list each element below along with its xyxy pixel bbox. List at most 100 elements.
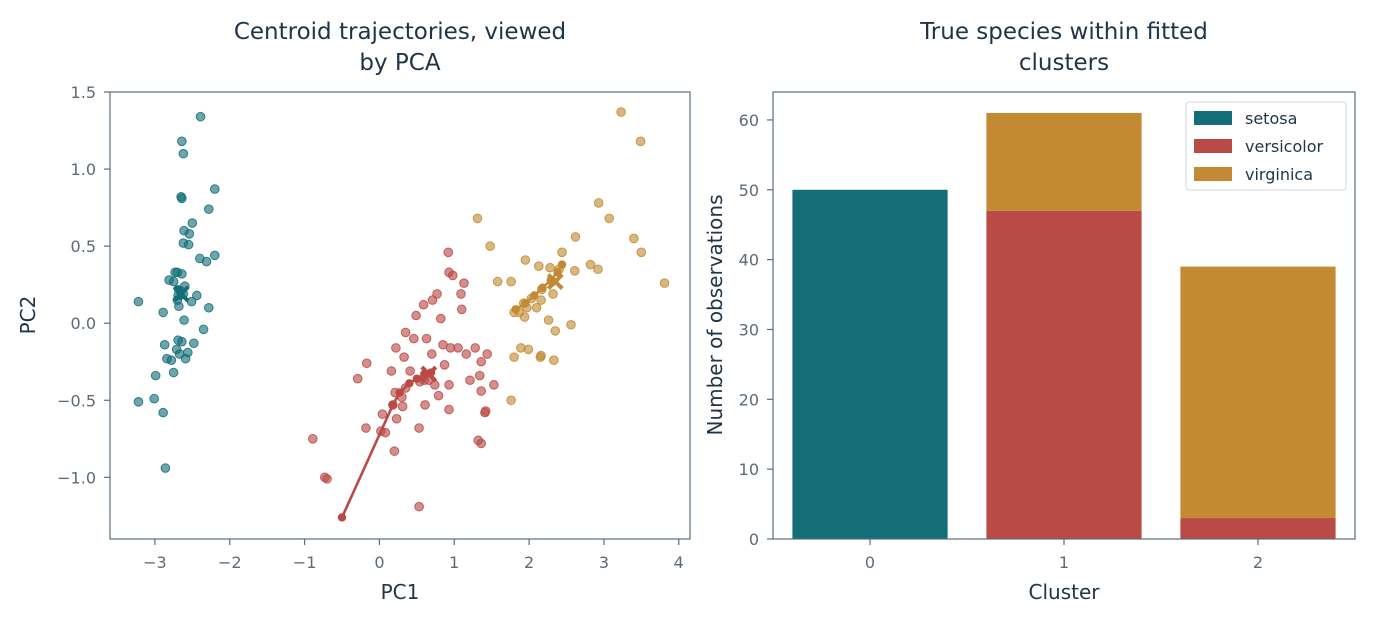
scatter-point <box>389 446 400 456</box>
scatter-point <box>470 343 481 353</box>
scatter-point <box>133 397 144 407</box>
scatter-points <box>133 107 670 512</box>
scatter-point <box>543 315 554 325</box>
scatter-y-tick-label: −1.0 <box>57 468 96 487</box>
bar-y-tick-label: 20 <box>739 390 759 409</box>
scatter-y-tick-label: −0.5 <box>57 391 96 410</box>
scatter-point <box>411 310 421 321</box>
scatter-point <box>178 148 189 159</box>
scatter-point <box>480 407 490 418</box>
scatter-y-tick-label: 0.5 <box>71 237 96 256</box>
scatter-point <box>418 299 429 310</box>
scatter-point <box>476 438 487 449</box>
scatter-point <box>391 413 402 424</box>
scatter-point <box>550 326 561 336</box>
bar-x-tick-label: 1 <box>1059 553 1069 572</box>
scatter-point <box>192 290 202 301</box>
bar-y-tick-label: 40 <box>739 251 759 270</box>
scatter-point <box>177 136 187 147</box>
scatter-point <box>535 352 546 362</box>
scatter-point <box>160 463 171 473</box>
scatter-point <box>177 193 187 204</box>
final-centroid-x-marker <box>546 273 564 291</box>
centroid-step-marker <box>511 305 520 314</box>
scatter-y-tick-label: 1.0 <box>71 160 96 179</box>
scatter-point <box>158 407 168 418</box>
legend-label-versicolor: versicolor <box>1245 137 1323 156</box>
scatter-point <box>195 111 206 122</box>
scatter-x-tick-label: −3 <box>143 553 167 572</box>
scatter-point <box>635 136 646 147</box>
scatter-point <box>198 324 209 335</box>
scatter-x-tick-label: 1 <box>449 553 459 572</box>
bar-y-ticks: 0 10 20 30 40 50 60 <box>739 111 773 549</box>
scatter-point <box>405 366 415 376</box>
scatter-point <box>209 250 220 261</box>
scatter-x-tick-label: 2 <box>524 553 534 572</box>
bar-segment-versicolor <box>1180 518 1336 539</box>
centroid-trajectories <box>172 260 567 522</box>
scatter-point <box>485 241 495 251</box>
bar-title-line-2: clusters <box>1019 50 1109 76</box>
scatter-point <box>569 266 580 276</box>
scatter-point <box>352 373 363 384</box>
scatter-point <box>557 247 567 258</box>
scatter-point <box>534 261 544 271</box>
scatter-point <box>461 349 472 359</box>
bar-x-tick-label: 0 <box>865 553 875 572</box>
scatter-point <box>177 336 187 347</box>
scatter-point <box>149 393 159 404</box>
bar-segment-virginica <box>1180 266 1336 519</box>
scatter-point <box>409 333 419 344</box>
scatter-x-tick-label: 0 <box>374 553 384 572</box>
legend-swatch-versicolor <box>1194 139 1232 153</box>
scatter-point <box>531 302 542 313</box>
scatter-point <box>482 349 492 359</box>
centroid-step-marker <box>405 379 414 388</box>
scatter-point <box>308 434 318 444</box>
scatter-point <box>168 367 179 378</box>
scatter-point <box>520 255 531 265</box>
scatter-x-tick-label: −2 <box>218 553 242 572</box>
scatter-x-tick-label: −1 <box>293 553 317 572</box>
legend-label-setosa: setosa <box>1245 109 1297 128</box>
legend-swatch-setosa <box>1194 111 1232 125</box>
scatter-point <box>636 247 647 258</box>
scatter-y-ticks: −1.0 −0.5 0.0 0.5 1.0 1.5 <box>57 83 110 487</box>
scatter-point <box>391 343 401 353</box>
scatter-x-tick-label: 3 <box>599 553 609 572</box>
scatter-panel: Centroid trajectories, viewed by PCA −3−… <box>16 19 691 604</box>
scatter-point <box>209 184 220 194</box>
centroid-trajectory-line <box>340 371 432 518</box>
centroid-step-marker <box>557 260 567 269</box>
scatter-point <box>184 229 195 239</box>
scatter-y-axis-label: PC2 <box>16 296 40 335</box>
scatter-point <box>203 204 214 214</box>
centroid-step-marker <box>521 298 530 308</box>
final-centroid-x-marker <box>172 285 190 303</box>
scatter-point <box>386 366 397 376</box>
scatter-point <box>444 404 454 415</box>
scatter-point <box>439 360 450 370</box>
scatter-point <box>456 304 467 315</box>
centroid-step-marker <box>530 291 539 300</box>
scatter-point <box>566 319 576 330</box>
centroid-step-marker <box>388 400 398 410</box>
scatter-point <box>427 295 438 305</box>
legend-swatch-virginica <box>1194 167 1232 181</box>
scatter-point <box>453 343 463 353</box>
scatter-point <box>472 213 483 224</box>
bar-y-tick-label: 0 <box>749 530 759 549</box>
scatter-point <box>509 352 519 362</box>
bar-segment-setosa <box>792 189 948 539</box>
bar-x-ticks: 0 1 2 <box>865 539 1263 572</box>
legend-label-virginica: virginica <box>1245 165 1313 184</box>
scatter-point <box>150 370 161 381</box>
scatter-point <box>159 339 170 350</box>
scatter-point <box>435 313 446 324</box>
scatter-point <box>474 370 485 381</box>
scatter-title-line-1: Centroid trajectories, viewed <box>234 19 566 45</box>
scatter-y-tick-label: 0.0 <box>71 314 96 333</box>
bar-y-tick-label: 50 <box>739 181 759 200</box>
scatter-point <box>459 278 469 288</box>
